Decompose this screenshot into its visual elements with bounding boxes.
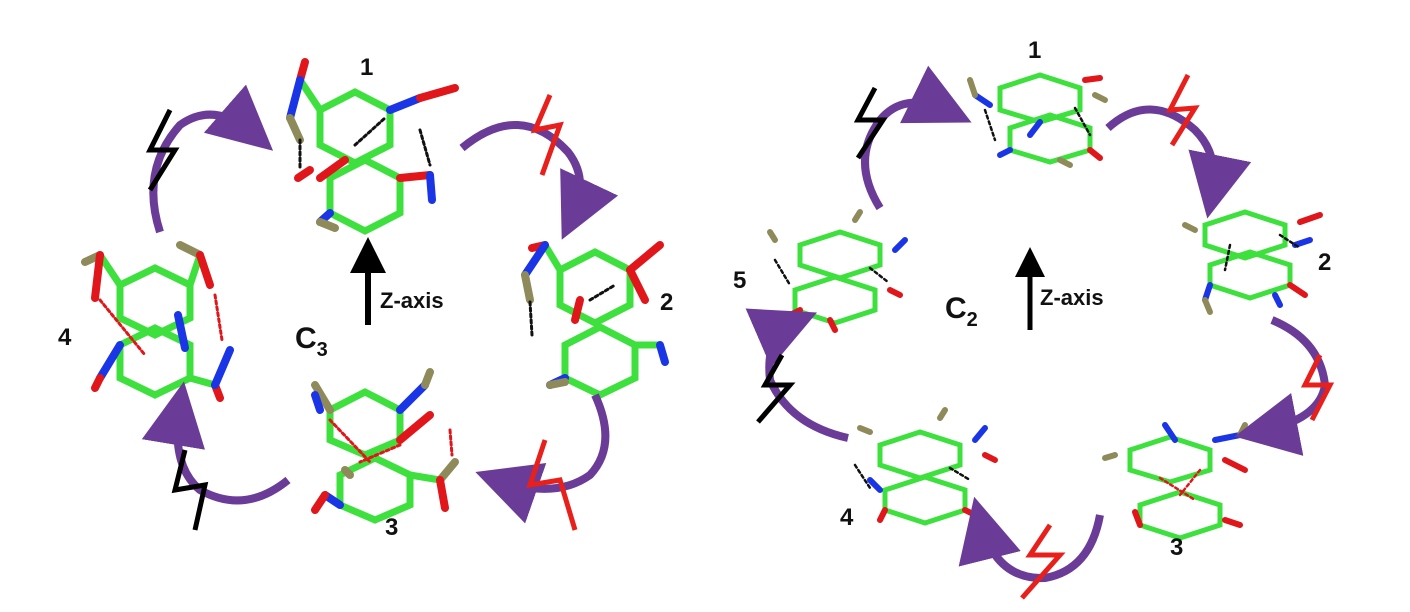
right-panel: Z-axis C2 1 2 3 4 5: [733, 37, 1335, 600]
molecule-structure-r2: [1182, 209, 1323, 315]
molecule-structure-r1: [967, 72, 1108, 168]
cycle-arrow-r3-to-r4: [958, 496, 1104, 583]
cycle-arrow-1-to-2: [459, 121, 619, 240]
molecule-structure-4: [81, 241, 234, 402]
excitation-bolt-black-r5: [853, 86, 888, 160]
structure-label-right-2: 2: [1318, 249, 1331, 276]
cycle-arrow-2-to-3: [475, 393, 610, 524]
symmetry-label-left: C3: [295, 322, 328, 361]
structure-label-left-4: 4: [58, 324, 72, 351]
structure-label-right-1: 1: [1028, 37, 1041, 64]
molecule-structure-r3: [1102, 422, 1248, 541]
cycle-arrow-4-to-1: [149, 84, 274, 234]
excitation-bolt-red-r1: [1165, 73, 1200, 147]
cycle-arrow-3-to-4: [141, 381, 291, 505]
molecule-structure-r4: [853, 407, 998, 526]
structure-label-left-3: 3: [385, 514, 398, 541]
z-axis-label-right: Z-axis: [1040, 285, 1104, 310]
excitation-bolt-red-1: [530, 94, 564, 176]
excitation-bolt-black-3: [171, 449, 209, 531]
cycle-arrow-r4-to-r5: [745, 308, 849, 442]
molecule-structure-r5: [767, 209, 908, 333]
excitation-bolt-red-r2: [1300, 353, 1335, 422]
excitation-bolt-red-2: [526, 439, 578, 531]
molecule-structure-3: [311, 368, 459, 524]
cycle-arrow-r1-to-r2: [1105, 105, 1252, 219]
structure-label-right-5: 5: [733, 267, 746, 294]
excitation-bolt-red-r3: [1020, 523, 1066, 600]
z-axis-label-left: Z-axis: [380, 288, 444, 313]
structure-label-left-2: 2: [660, 289, 673, 316]
structure-label-right-4: 4: [840, 504, 854, 531]
left-panel: Z-axis C3 1 2 3 4: [58, 54, 673, 541]
molecule-structure-2: [521, 241, 669, 399]
excitation-bolt-black-r4: [756, 353, 796, 424]
excitation-bolt-black-4: [145, 108, 180, 192]
symmetry-label-right: C2: [945, 292, 978, 331]
structure-label-left-1: 1: [360, 54, 373, 81]
structure-label-right-3: 3: [1170, 534, 1183, 561]
molecule-structure-1: [286, 58, 459, 235]
